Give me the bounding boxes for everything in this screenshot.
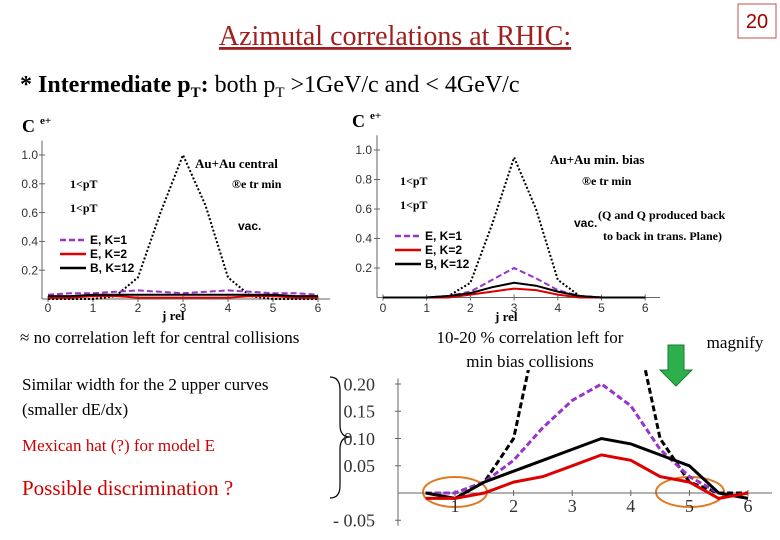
note: Similar width for the 2 upper curves	[22, 375, 268, 394]
series-line	[425, 436, 749, 500]
series-line	[48, 152, 318, 300]
x-tick-label: 3	[180, 301, 187, 315]
x-tick-label: 6	[642, 301, 649, 315]
series-line	[425, 453, 749, 500]
y-tick-label: 1.0	[21, 148, 38, 162]
subtitle-part: :	[201, 72, 209, 98]
y-tick-label: 0.2	[355, 261, 372, 275]
legend-label: B, K=12	[90, 261, 135, 275]
y-tick-label: 0.8	[21, 177, 38, 191]
annotation: ®e tr min	[232, 177, 282, 191]
caption: ≈ no correlation left for central collis…	[20, 328, 299, 347]
note: (smaller dE/dx)	[22, 400, 128, 419]
annotation: Au+Au min. bias	[550, 152, 644, 167]
y-tick-label: 0.4	[355, 232, 372, 246]
x-tick-label: 0	[45, 301, 52, 315]
x-tick-label: 4	[626, 496, 635, 516]
legend-label: E, K=2	[90, 247, 127, 261]
slide-number-box	[737, 3, 777, 39]
y-tick-label: 0.4	[21, 235, 38, 249]
annotation: j rel	[161, 308, 185, 323]
x-tick-label: 3	[511, 301, 518, 315]
y-tick-label: 0.6	[21, 206, 38, 220]
series-line	[383, 266, 646, 299]
x-tick-label: 3	[568, 496, 577, 516]
series-line	[47, 289, 319, 296]
annotation: 1<pT	[400, 198, 428, 212]
annotation: 1<pT	[70, 201, 98, 215]
title: Azimutal correlations at RHIC:	[219, 21, 571, 52]
x-tick-label: 6	[315, 301, 322, 315]
x-tick-label: 5	[598, 301, 605, 315]
annotation: vac.	[574, 216, 597, 230]
subtitle-part: * Intermediate p	[20, 72, 191, 98]
arrow	[658, 344, 694, 387]
subtitle-part: both p	[209, 72, 276, 98]
slide-number: 20	[746, 11, 768, 33]
y-tick-label: 0.10	[344, 429, 376, 449]
series-line	[48, 293, 318, 298]
subtitle-sub: T	[275, 85, 284, 101]
annotation: j rel	[494, 309, 518, 324]
series-line	[383, 281, 646, 299]
y-tick-label: 1.0	[355, 143, 372, 157]
note: Mexican hat (?) for model E	[22, 436, 215, 455]
note: Possible discrimination ?	[22, 476, 233, 500]
x-tick-label: 1	[90, 301, 97, 315]
annotation: e+	[370, 110, 381, 122]
x-tick-label: 2	[509, 496, 518, 516]
x-tick-label: 5	[270, 301, 277, 315]
legend-label: B, K=12	[425, 257, 470, 271]
series-line	[48, 295, 318, 299]
y-tick-label: 0.8	[355, 173, 372, 187]
subtitle-sub: T	[191, 85, 201, 101]
caption: 10-20 % correlation left for	[437, 328, 624, 347]
annotation: 1<pT	[70, 177, 98, 191]
y-tick-label: 0.6	[355, 202, 372, 216]
x-tick-label: 1	[451, 496, 460, 516]
x-tick-label: 5	[685, 496, 694, 516]
y-tick-label: 0.2	[21, 263, 38, 277]
y-tick-label: 0.20	[344, 374, 376, 394]
annotation: 1<pT	[400, 174, 428, 188]
x-tick-label: 4	[554, 301, 561, 315]
brace	[329, 376, 351, 499]
annotation: (Q and Q produced back	[598, 208, 725, 222]
y-tick-label: - 0.05	[333, 511, 375, 531]
subtitle-part: >1GeV/c and < 4GeV/c	[285, 72, 520, 98]
subtitle: * Intermediate pT: both pT >1GeV/c and <…	[20, 72, 520, 101]
caption: min bias collisions	[466, 352, 594, 371]
y-tick-label: 0.15	[344, 402, 376, 422]
x-tick-label: 4	[225, 301, 232, 315]
annotation: ®e tr min	[582, 174, 632, 188]
caption: magnify	[707, 333, 764, 352]
legend-label: E, K=2	[425, 243, 462, 257]
x-tick-label: 1	[423, 301, 430, 315]
annotation: Au+Au central	[195, 156, 278, 171]
annotation: e+	[40, 115, 51, 127]
annotation: vac.	[238, 219, 261, 233]
x-tick-label: 2	[135, 301, 142, 315]
annotation: to back in trans. Plane)	[603, 229, 722, 243]
x-tick-label: 0	[380, 301, 387, 315]
y-tick-label: 0.05	[344, 456, 376, 476]
x-tick-label: 6	[744, 496, 753, 516]
x-tick-label: 2	[467, 301, 474, 315]
annotation: C	[352, 111, 365, 131]
legend-label: E, K=1	[425, 229, 462, 243]
annotation: C	[22, 116, 35, 136]
legend-label: E, K=1	[90, 233, 127, 247]
